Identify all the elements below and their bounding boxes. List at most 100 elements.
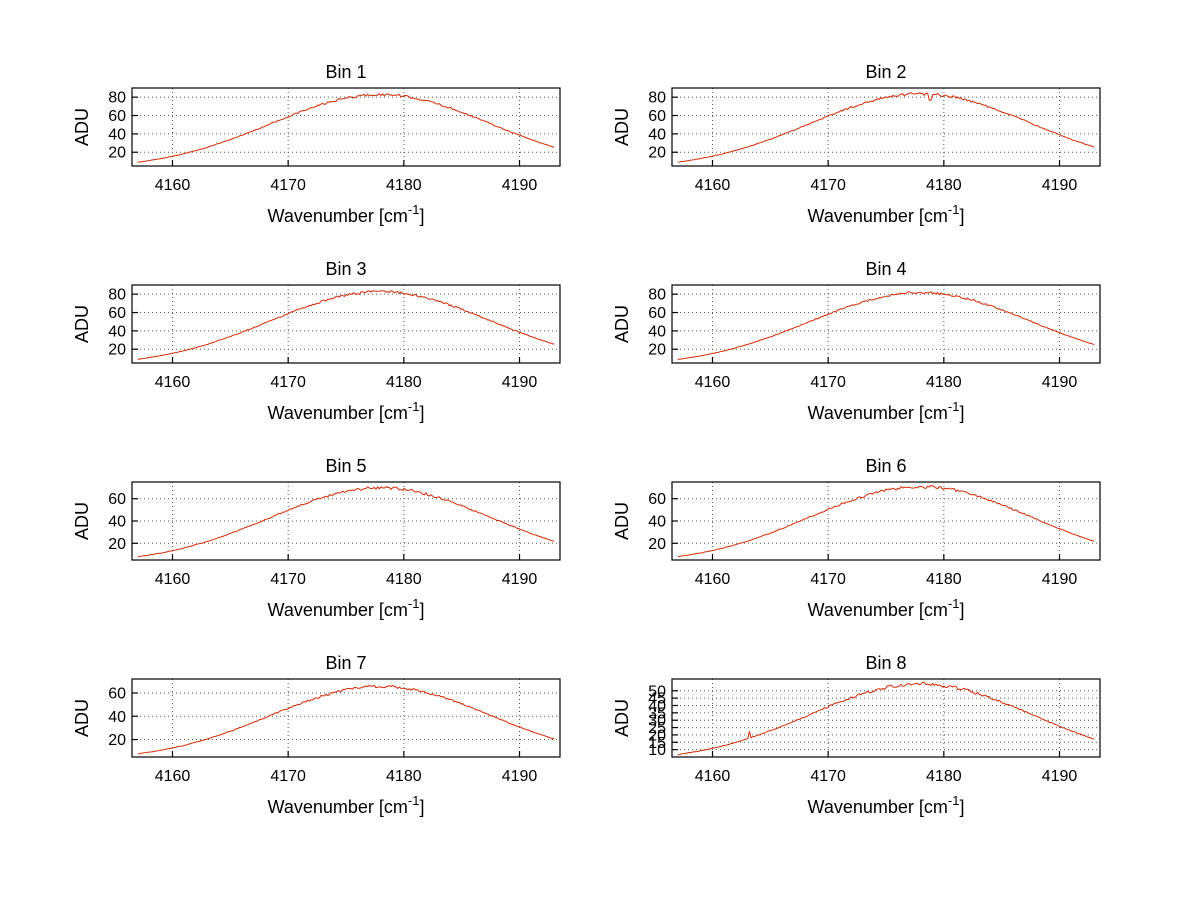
x-axis-label: Wavenumber [cm-1] <box>268 202 425 226</box>
y-tick-label: 40 <box>108 126 126 143</box>
chart-title: Bin 8 <box>865 653 906 673</box>
x-tick-label: 4180 <box>386 571 422 588</box>
y-tick-label: 60 <box>648 108 666 125</box>
y-axis-label: ADU <box>72 305 92 343</box>
y-tick-label: 60 <box>648 491 666 508</box>
subplot-bin-3: 4160 4170 4180 4190 20 40 60 80 Bin 3 ADU Wavenumb… <box>40 259 580 456</box>
y-tick-label: 60 <box>108 108 126 125</box>
y-tick-label: 60 <box>648 305 666 322</box>
x-tick-label: 4160 <box>695 177 731 194</box>
x-tick-label: 4160 <box>155 374 191 391</box>
y-tick-label: 40 <box>108 323 126 340</box>
subplot-bin-5: 4160 4170 4180 4190 20 40 60 Bin 5 ADU Wavenumber… <box>40 456 580 653</box>
subplot-bin-8: 4160 4170 4180 4190 10 15 20 25 30 35 40 45 50 Bin 8 A… <box>580 653 1120 850</box>
y-tick-label: 15 <box>648 735 666 752</box>
x-axis-label: Wavenumber [cm-1] <box>808 399 965 423</box>
y-tick-label: 40 <box>648 126 666 143</box>
y-tick-label: 60 <box>108 685 126 702</box>
x-tick-label: 4160 <box>695 768 731 785</box>
x-tick-label: 4190 <box>1042 768 1078 785</box>
y-tick-label: 20 <box>648 145 666 162</box>
y-tick-label: 40 <box>108 709 126 726</box>
spectrum-curve <box>137 485 555 558</box>
x-tick-label: 4170 <box>270 571 306 588</box>
spectrum-curve <box>677 92 1095 163</box>
chart-canvas-bin-7: 4160 4170 4180 4190 20 40 60 Bin 7 ADU Wavenumber… <box>72 653 561 817</box>
x-tick-label: 4190 <box>502 768 538 785</box>
x-tick-label: 4190 <box>1042 571 1078 588</box>
x-tick-label: 4170 <box>810 571 846 588</box>
subplot-bin-2: 4160 4170 4180 4190 20 40 60 80 Bin 2 ADU Wavenumb… <box>580 62 1120 259</box>
chart-title: Bin 4 <box>865 259 906 279</box>
y-axis-label: ADU <box>612 502 632 540</box>
x-tick-label: 4180 <box>386 177 422 194</box>
y-tick-label: 35 <box>648 705 666 722</box>
y-tick-label: 45 <box>648 691 666 708</box>
axis-box <box>671 678 1101 758</box>
y-axis-label: ADU <box>612 108 632 146</box>
x-tick-label: 4170 <box>270 768 306 785</box>
y-tick-label: 80 <box>108 287 126 304</box>
x-tick-label: 4170 <box>810 177 846 194</box>
x-tick-label: 4180 <box>926 177 962 194</box>
chart-title: Bin 2 <box>865 62 906 82</box>
y-tick-label: 20 <box>648 536 666 553</box>
axis-box <box>131 87 561 167</box>
y-tick-label: 20 <box>108 536 126 553</box>
axis-box <box>131 284 561 364</box>
x-axis-label: Wavenumber [cm-1] <box>268 596 425 620</box>
x-tick-label: 4190 <box>502 374 538 391</box>
axis-box <box>671 87 1101 167</box>
y-tick-label: 60 <box>108 305 126 322</box>
y-tick-label: 40 <box>648 323 666 340</box>
x-tick-label: 4180 <box>386 768 422 785</box>
spectrum-curve <box>677 681 1095 756</box>
x-axis-label: Wavenumber [cm-1] <box>268 793 425 817</box>
x-tick-label: 4160 <box>155 177 191 194</box>
chart-title: Bin 5 <box>325 456 366 476</box>
y-axis-label: ADU <box>612 305 632 343</box>
x-tick-label: 4160 <box>695 571 731 588</box>
y-tick-label: 40 <box>648 698 666 715</box>
y-tick-label: 20 <box>648 727 666 744</box>
spectrum-curve <box>137 684 555 755</box>
y-tick-label: 50 <box>648 683 666 700</box>
y-tick-label: 20 <box>108 732 126 749</box>
y-axis-label: ADU <box>72 699 92 737</box>
y-tick-label: 40 <box>648 514 666 531</box>
x-tick-label: 4160 <box>155 571 191 588</box>
x-tick-label: 4190 <box>502 571 538 588</box>
subplot-bin-4: 4160 4170 4180 4190 20 40 60 80 Bin 4 ADU Wavenumb… <box>580 259 1120 456</box>
spectrum-curve <box>137 93 555 163</box>
y-tick-label: 80 <box>108 90 126 107</box>
x-tick-label: 4160 <box>155 768 191 785</box>
x-tick-label: 4170 <box>270 374 306 391</box>
x-tick-label: 4190 <box>1042 177 1078 194</box>
spectrum-curve <box>677 291 1095 360</box>
subplot-bin-6: 4160 4170 4180 4190 20 40 60 Bin 6 ADU Wavenumber… <box>580 456 1120 653</box>
y-tick-label: 30 <box>648 713 666 730</box>
x-tick-label: 4180 <box>386 374 422 391</box>
chart-title: Bin 1 <box>325 62 366 82</box>
x-tick-label: 4180 <box>926 768 962 785</box>
chart-canvas-bin-6: 4160 4170 4180 4190 20 40 60 Bin 6 ADU Wavenumber… <box>612 456 1101 620</box>
y-tick-label: 25 <box>648 720 666 737</box>
subplot-bin-1: 4160 4170 4180 4190 20 40 60 80 Bin 1 ADU Wavenumb… <box>40 62 580 259</box>
x-axis-label: Wavenumber [cm-1] <box>808 596 965 620</box>
chart-title: Bin 3 <box>325 259 366 279</box>
spectrum-curve <box>137 290 555 360</box>
axis-box <box>131 678 561 758</box>
y-axis-label: ADU <box>72 108 92 146</box>
chart-title: Bin 6 <box>865 456 906 476</box>
x-tick-label: 4160 <box>695 374 731 391</box>
x-axis-label: Wavenumber [cm-1] <box>808 793 965 817</box>
y-tick-label: 40 <box>108 514 126 531</box>
subplot-bin-7: 4160 4170 4180 4190 20 40 60 Bin 7 ADU Wavenumber… <box>40 653 580 850</box>
y-tick-label: 80 <box>648 90 666 107</box>
